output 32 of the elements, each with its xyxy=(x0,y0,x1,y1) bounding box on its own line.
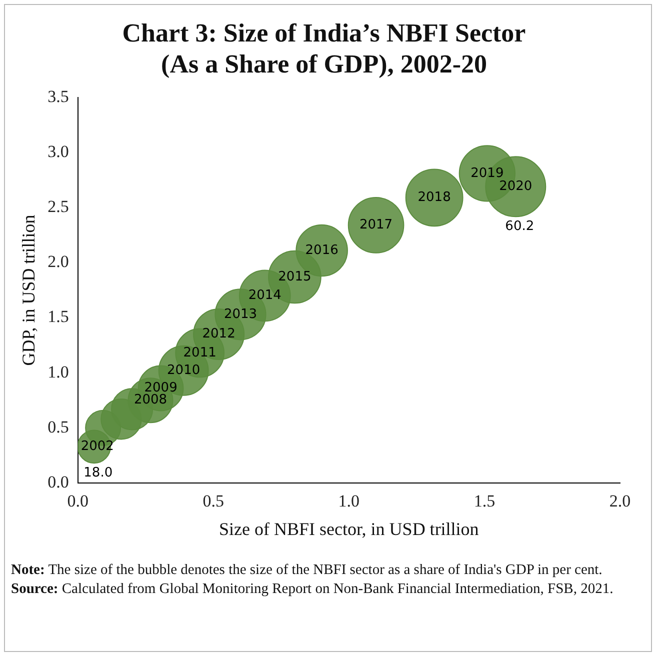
annotation: 2012 xyxy=(202,326,236,342)
annotation: 2011 xyxy=(183,345,216,360)
y-tick-label: 2.0 xyxy=(48,252,69,272)
x-tick-label: 0.0 xyxy=(67,492,88,511)
annotation: 2013 xyxy=(224,306,258,322)
y-tick-label: 0.0 xyxy=(48,472,69,492)
annotation: 2017 xyxy=(359,218,393,233)
y-tick-label: 1.5 xyxy=(48,307,69,326)
x-tick-label: 1.5 xyxy=(474,492,496,511)
x-tick-label: 1.0 xyxy=(338,492,360,511)
y-tick-label: 2.5 xyxy=(48,197,69,216)
y-tick-label: 3.5 xyxy=(48,86,69,106)
annotation: 2010 xyxy=(167,363,200,378)
chart-title: Chart 3: Size of India’s NBFI Sector (As a Share of GDP), 2002-20 xyxy=(122,18,526,79)
annotation: 2016 xyxy=(305,242,338,258)
text: Note: The size of the bubble denotes the size of the NBFI sector as a share of India's GDP in per cent. xyxy=(11,561,604,580)
annotation: 2018 xyxy=(418,190,451,206)
y-axis-title: GDP, in USD trillion xyxy=(18,214,39,366)
x-tick-label: 2.0 xyxy=(609,492,631,511)
annotation: 2020 xyxy=(499,179,532,194)
x-tick-label: 0.5 xyxy=(202,492,224,511)
annotation: 18.0 xyxy=(84,465,113,480)
annotation: 60.2 xyxy=(505,219,534,234)
annotation: 2015 xyxy=(278,269,312,284)
x-axis-title: Size of NBFI sector, in USD trillion xyxy=(219,518,479,539)
y-tick-label: 3.0 xyxy=(48,142,69,161)
source-note: Source: Calculated from Global Monitoring Report on Non-Bank Financial Intermediation, FSB, 2021. xyxy=(11,580,614,599)
y-tick-label: 1.0 xyxy=(48,362,69,382)
annotation: 2008 xyxy=(134,392,168,408)
annotation: 2014 xyxy=(248,288,282,304)
annotation: 2019 xyxy=(470,166,504,181)
y-tick-label: 0.5 xyxy=(48,417,69,436)
